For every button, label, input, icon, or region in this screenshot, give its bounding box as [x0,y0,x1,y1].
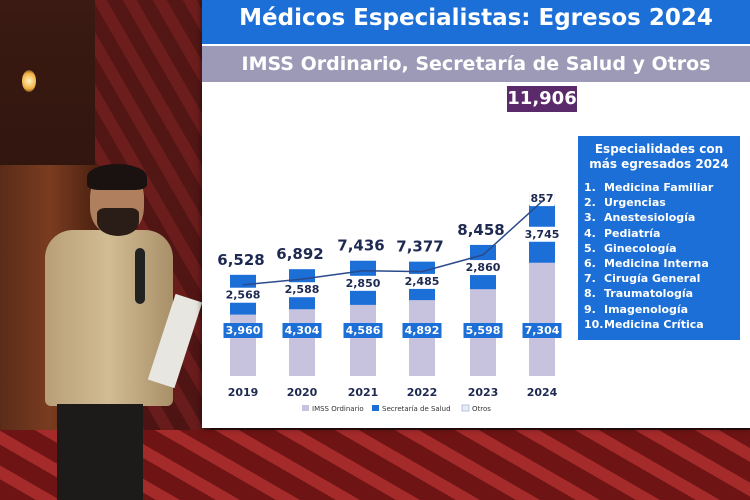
stacked-bar-chart: 3,960 2,568 2019 6,528 4,304 2,588 2020 6,892 4,… [217,191,562,413]
bar-segment-imss [350,304,376,376]
data-label-bg [529,191,555,207]
presenter-beard [97,208,139,236]
data-label: 3,745 [525,228,560,241]
chart-title: Médicos Especialistas: Egresos 2024 [239,5,713,31]
x-tick-label: 2021 [348,386,379,399]
specialties-panel: Especialidades con más egresados 2024 1.… [578,136,740,340]
legend-swatch [372,405,379,411]
total-label: 8,458 [457,221,504,239]
data-label: 857 [531,192,554,205]
data-label: 4,892 [405,324,440,337]
presenter-pants [57,404,143,500]
data-label: 3,960 [226,324,261,337]
presentation-screen: Médicos Especialistas: Egresos 2024 IMSS… [202,0,750,428]
specialty-item: 7. Cirugía General [584,272,701,286]
specialty-item: 6. Medicina Interna [584,257,709,271]
data-label: 2,850 [346,277,381,290]
title-band [202,0,750,44]
data-label: 5,598 [466,324,501,337]
microphone [135,248,145,304]
x-tick-label: 2024 [527,386,558,399]
data-label-bg [282,282,322,298]
specialty-item: 2. Urgencias [584,196,666,210]
subtitle-band [202,46,750,82]
presenter [45,164,203,500]
specialty-item: 4. Pediatría [584,226,661,240]
specialty-item: 10.Medicina Crítica [584,317,704,331]
highlight-total: 11,906 [507,86,577,112]
x-tick-label: 2020 [287,386,318,399]
specialty-item: 8. Traumatología [584,287,694,301]
x-tick-label: 2023 [468,386,499,399]
specialties-list: 1. Medicina Familiar 2. Urgencias 3. Aneste… [578,180,740,332]
specialty-item: 5. Ginecología [584,241,677,255]
bar-segment-imss [529,262,555,376]
lamp [22,70,36,92]
panel-title-line2: más egresados 2024 [589,157,729,171]
data-label-bg [223,287,263,303]
panel-title: Especialidades con más egresados 2024 [582,142,736,172]
x-tick-label: 2022 [407,386,438,399]
total-label: 6,528 [217,251,264,269]
data-label-bg [343,275,383,291]
data-label: 4,304 [285,324,320,337]
trend-line [242,200,543,286]
data-label: 2,568 [226,289,261,302]
data-label-bg [522,226,562,242]
legend-label: IMSS Ordinario [312,405,364,413]
data-label-bg [463,260,503,276]
specialty-item: 3. Anestesiología [584,211,696,225]
presenter-hair [87,164,147,190]
total-label: 7,436 [337,237,384,255]
data-label-bg [522,323,562,338]
panel-title-line1: Especialidades con [594,142,724,156]
chart-subtitle: IMSS Ordinario, Secretaría de Salud y Ot… [241,53,711,75]
legend-swatch [302,405,309,411]
bar-segment-imss [409,300,435,376]
specialty-item: 9. Imagenología [584,302,689,316]
x-tick-label: 2019 [228,386,259,399]
data-label: 2,485 [405,275,440,288]
data-label-bg [223,323,263,338]
legend-label: Otros [472,405,491,413]
total-label: 7,377 [396,238,443,256]
data-label-bg [402,273,442,289]
data-label-bg [282,323,322,338]
legend-swatch [461,404,470,412]
total-label: 6,892 [276,245,323,263]
data-label-bg [402,323,442,338]
data-label: 2,588 [285,283,320,296]
data-label: 2,860 [466,261,501,274]
legend-label: Secretaría de Salud [382,405,451,413]
bar-segment-imss [289,309,315,376]
data-label-bg [343,323,383,338]
specialty-item: 1. Medicina Familiar [584,181,714,194]
data-label: 7,304 [525,324,560,337]
data-label: 4,586 [346,324,381,337]
data-label-bg [463,323,503,338]
